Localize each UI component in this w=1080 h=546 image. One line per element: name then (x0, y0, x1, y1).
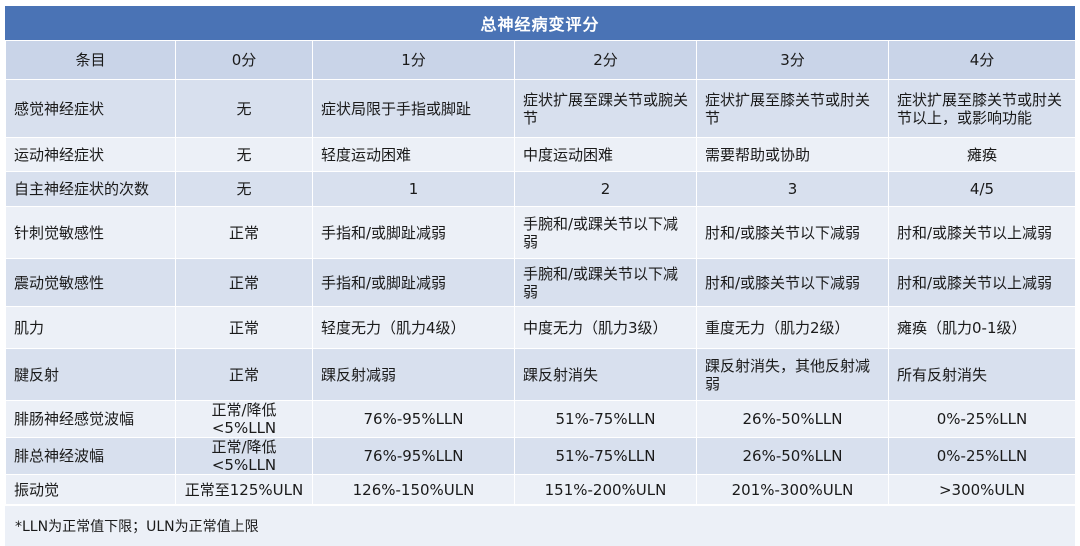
score-cell: 3 (696, 171, 889, 207)
score-cell: 踝反射减弱 (312, 348, 515, 401)
item-cell: 运动神经症状 (5, 137, 176, 172)
score-cell: 中度无力（肌力3级） (514, 306, 697, 349)
score-cell: 轻度无力（肌力4级） (312, 306, 515, 349)
item-cell: 针刺觉敏感性 (5, 206, 176, 259)
header-cell: 0分 (175, 40, 313, 80)
score-cell: 26%-50%LLN (696, 437, 889, 475)
score-cell: 瘫痪（肌力0-1级） (888, 306, 1076, 349)
score-cell: 201%-300%ULN (696, 474, 889, 505)
score-cell: 肘和/或膝关节以上减弱 (888, 258, 1076, 307)
score-cell: 0%-25%LLN (888, 400, 1076, 438)
score-cell: 手腕和/或踝关节以下减弱 (514, 206, 697, 259)
score-cell: 症状扩展至踝关节或腕关节 (514, 79, 697, 138)
score-cell: 151%-200%ULN (514, 474, 697, 505)
score-cell: 症状局限于手指或脚趾 (312, 79, 515, 138)
score-table: 条目 0分 1分 2分 3分 4分 感觉神经症状 无 症状局限于手指或脚趾 症状… (5, 40, 1076, 505)
score-cell: 正常 (175, 306, 313, 349)
header-cell: 3分 (696, 40, 889, 80)
item-cell: 自主神经症状的次数 (5, 171, 176, 207)
score-cell: 51%-75%LLN (514, 400, 697, 438)
item-cell: 腓总神经波幅 (5, 437, 176, 475)
score-cell: 正常/降低<5%LLN (175, 400, 313, 438)
table-row: 震动觉敏感性 正常 手指和/或脚趾减弱 手腕和/或踝关节以下减弱 肘和/或膝关节… (5, 258, 1076, 307)
score-cell: 76%-95%LLN (312, 400, 515, 438)
score-cell: 手指和/或脚趾减弱 (312, 206, 515, 259)
score-table-container: 总神经病变评分 条目 0分 1分 2分 3分 4分 感觉神经症状 无 症状 (5, 6, 1076, 546)
header-cell: 2分 (514, 40, 697, 80)
table-row: 腓肠神经感觉波幅 正常/降低<5%LLN 76%-95%LLN 51%-75%L… (5, 400, 1076, 438)
score-cell: 瘫痪 (888, 137, 1076, 172)
score-cell: 无 (175, 137, 313, 172)
score-cell: 需要帮助或协助 (696, 137, 889, 172)
score-cell: 正常 (175, 348, 313, 401)
score-cell: 正常 (175, 206, 313, 259)
score-cell: 无 (175, 79, 313, 138)
table-title: 总神经病变评分 (5, 6, 1075, 40)
table-row: 肌力 正常 轻度无力（肌力4级） 中度无力（肌力3级） 重度无力（肌力2级） 瘫… (5, 306, 1076, 349)
score-cell: 中度运动困难 (514, 137, 697, 172)
score-cell: 4/5 (888, 171, 1076, 207)
score-cell: 肘和/或膝关节以上减弱 (888, 206, 1076, 259)
score-cell: 1 (312, 171, 515, 207)
score-cell: 肘和/或膝关节以下减弱 (696, 206, 889, 259)
score-cell: 症状扩展至膝关节或肘关节 (696, 79, 889, 138)
score-cell: 症状扩展至膝关节或肘关节以上，或影响功能 (888, 79, 1076, 138)
item-cell: 感觉神经症状 (5, 79, 176, 138)
header-cell: 条目 (5, 40, 176, 80)
score-cell: 2 (514, 171, 697, 207)
score-cell: 0%-25%LLN (888, 437, 1076, 475)
score-cell: 所有反射消失 (888, 348, 1076, 401)
item-cell: 肌力 (5, 306, 176, 349)
header-row: 条目 0分 1分 2分 3分 4分 (5, 40, 1076, 80)
score-cell: 正常至125%ULN (175, 474, 313, 505)
score-cell: 踝反射消失 (514, 348, 697, 401)
header-cell: 1分 (312, 40, 515, 80)
score-cell: >300%ULN (888, 474, 1076, 505)
score-cell: 76%-95%LLN (312, 437, 515, 475)
score-cell: 26%-50%LLN (696, 400, 889, 438)
score-cell: 手指和/或脚趾减弱 (312, 258, 515, 307)
table-row: 自主神经症状的次数 无 1 2 3 4/5 (5, 171, 1076, 207)
score-cell: 轻度运动困难 (312, 137, 515, 172)
footnote: *LLN为正常值下限；ULN为正常值上限 (5, 505, 1075, 546)
score-cell: 126%-150%ULN (312, 474, 515, 505)
item-cell: 振动觉 (5, 474, 176, 505)
score-cell: 重度无力（肌力2级） (696, 306, 889, 349)
item-cell: 腱反射 (5, 348, 176, 401)
item-cell: 震动觉敏感性 (5, 258, 176, 307)
score-cell: 手腕和/或踝关节以下减弱 (514, 258, 697, 307)
table-row: 腱反射 正常 踝反射减弱 踝反射消失 踝反射消失，其他反射减弱 所有反射消失 (5, 348, 1076, 401)
table-row: 振动觉 正常至125%ULN 126%-150%ULN 151%-200%ULN… (5, 474, 1076, 505)
score-cell: 无 (175, 171, 313, 207)
table-row: 腓总神经波幅 正常/降低<5%LLN 76%-95%LLN 51%-75%LLN… (5, 437, 1076, 475)
item-cell: 腓肠神经感觉波幅 (5, 400, 176, 438)
table-row: 感觉神经症状 无 症状局限于手指或脚趾 症状扩展至踝关节或腕关节 症状扩展至膝关… (5, 79, 1076, 138)
score-cell: 正常/降低<5%LLN (175, 437, 313, 475)
score-cell: 肘和/或膝关节以下减弱 (696, 258, 889, 307)
table-row: 运动神经症状 无 轻度运动困难 中度运动困难 需要帮助或协助 瘫痪 (5, 137, 1076, 172)
score-cell: 51%-75%LLN (514, 437, 697, 475)
score-cell: 正常 (175, 258, 313, 307)
header-cell: 4分 (888, 40, 1076, 80)
table-row: 针刺觉敏感性 正常 手指和/或脚趾减弱 手腕和/或踝关节以下减弱 肘和/或膝关节… (5, 206, 1076, 259)
score-cell: 踝反射消失，其他反射减弱 (696, 348, 889, 401)
